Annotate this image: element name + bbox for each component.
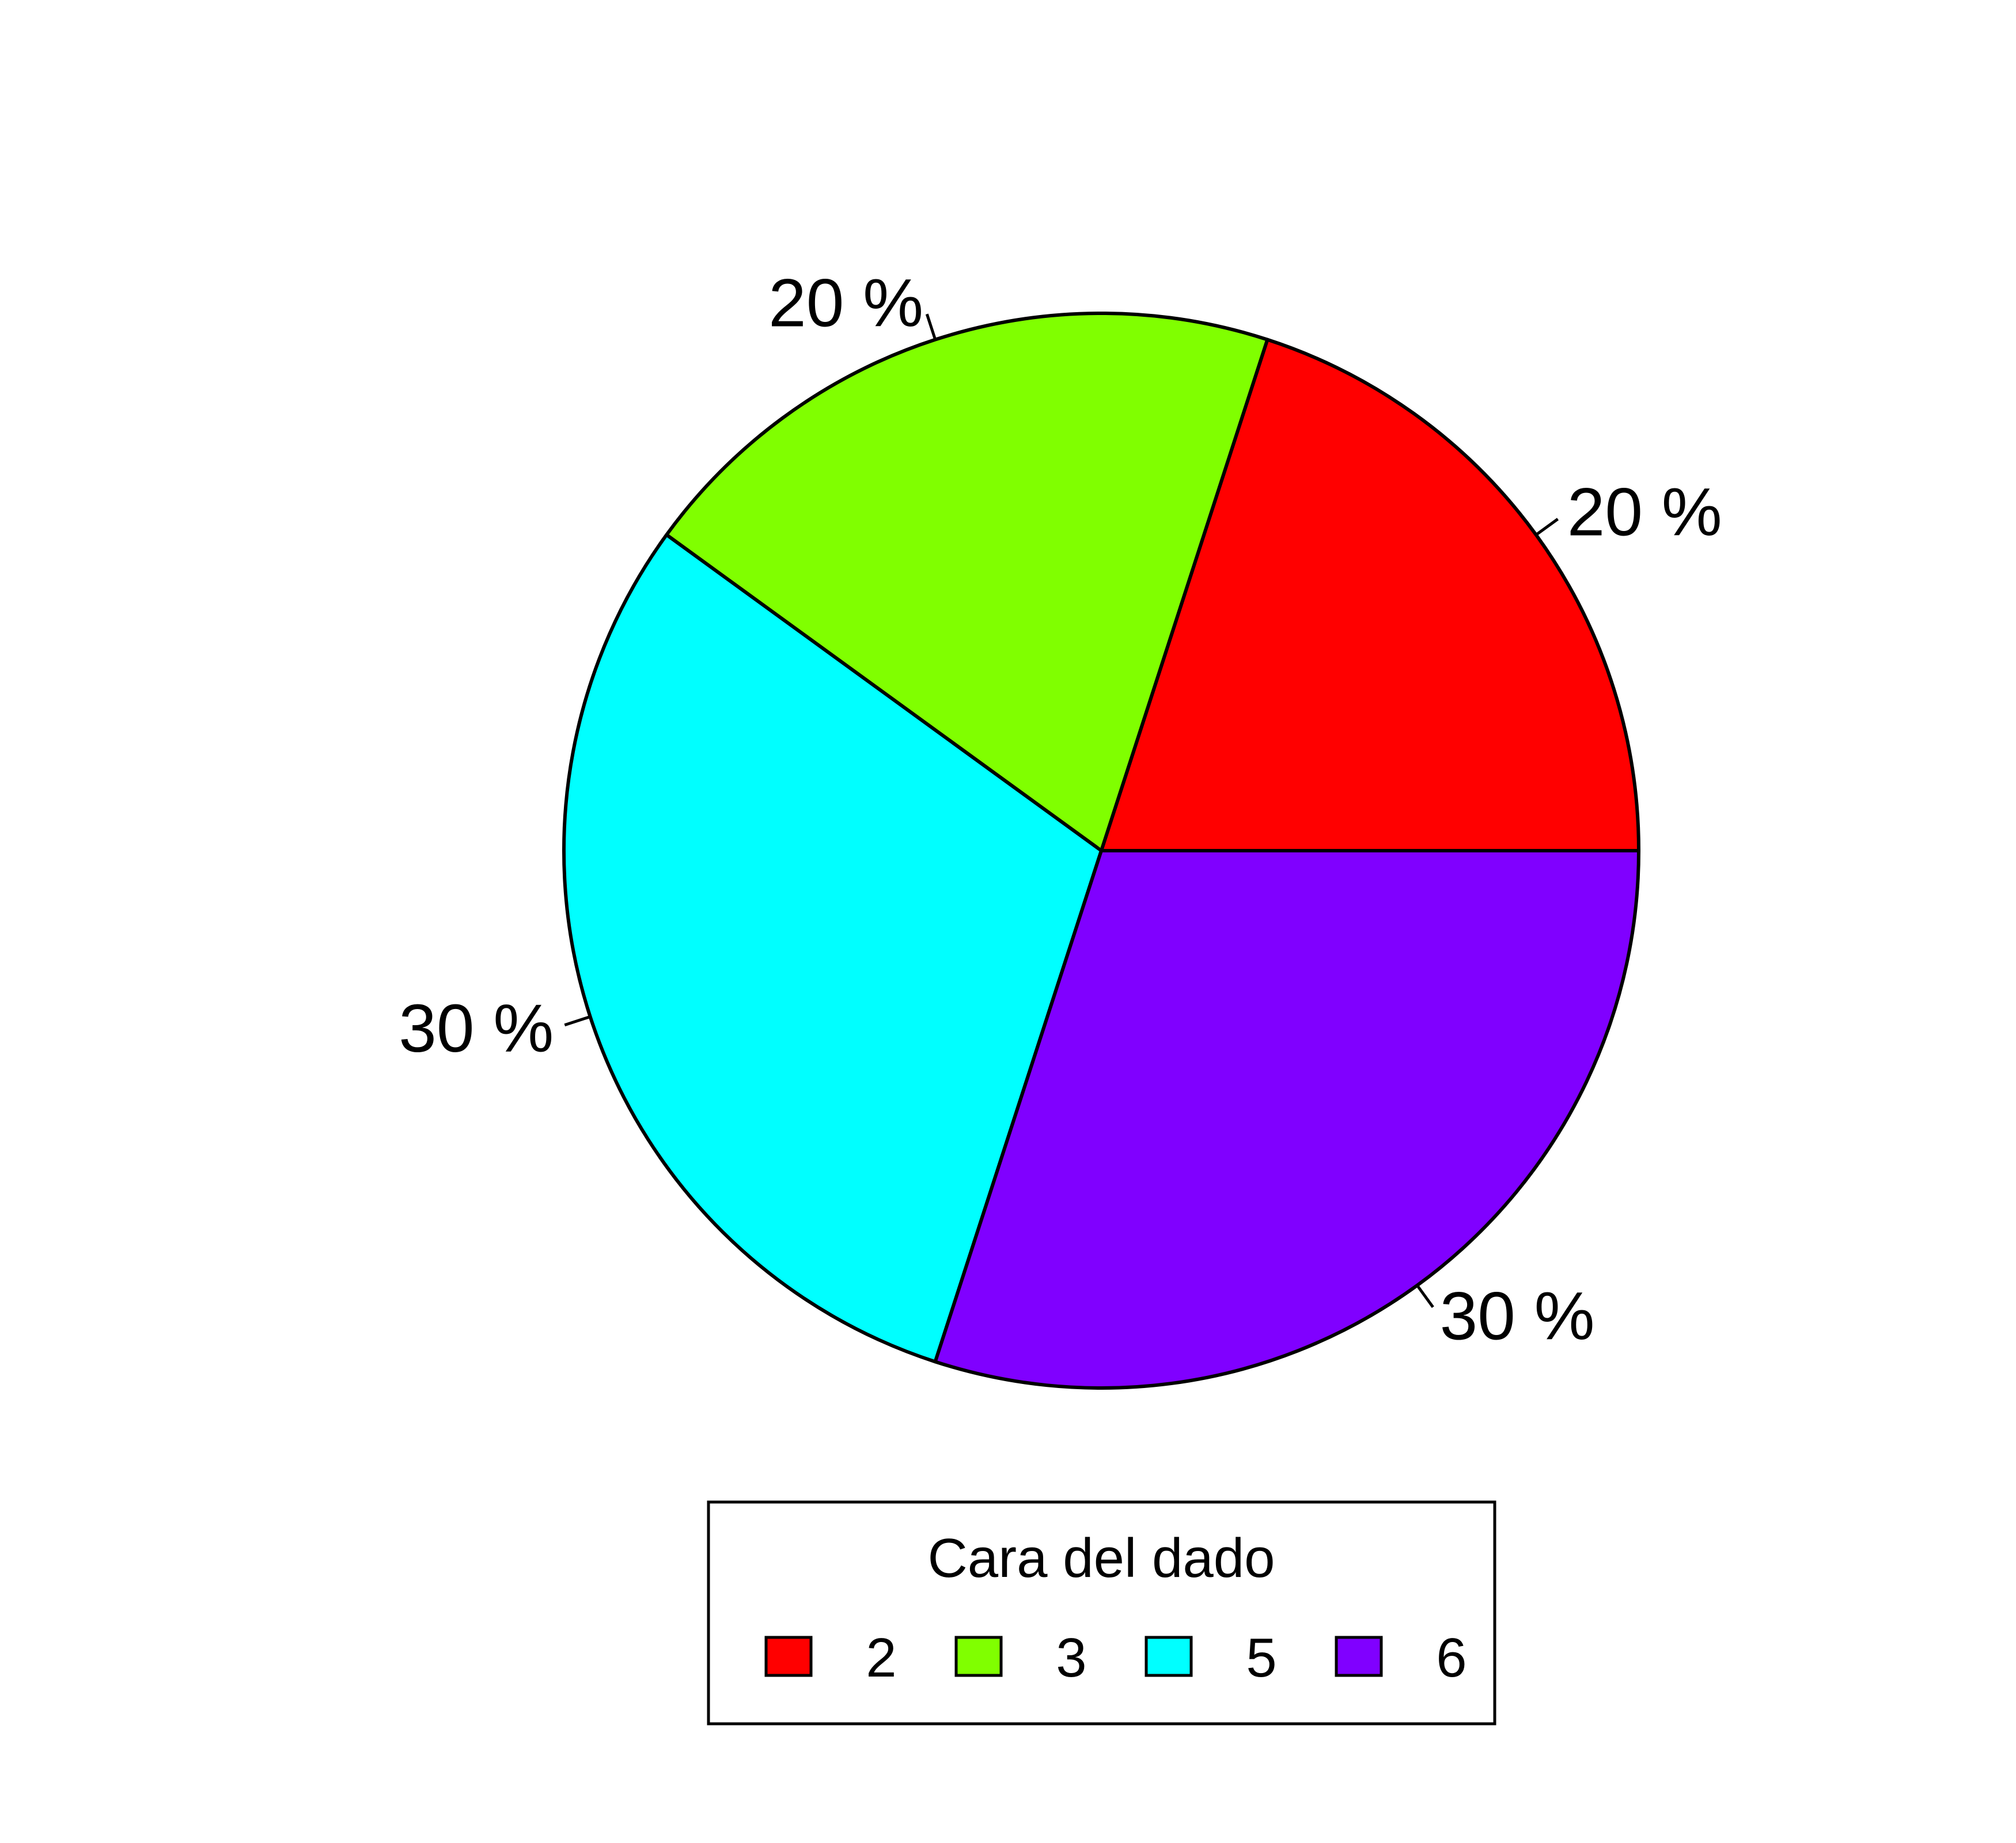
legend-swatch-3 — [954, 1636, 1003, 1677]
legend-label-2: 2 — [866, 1627, 896, 1689]
legend-swatch-5 — [1145, 1636, 1193, 1677]
percent-label-2: 20 % — [1567, 474, 1722, 550]
legend-title: Cara del dado — [927, 1527, 1275, 1589]
percent-label-3: 20 % — [768, 265, 923, 341]
pie-slice-3 — [665, 312, 1270, 852]
legend: Cara del dado 2 3 5 6 — [707, 1500, 1496, 1726]
legend-label-5: 5 — [1246, 1627, 1276, 1689]
percent-label-5: 30 % — [399, 991, 554, 1067]
legend-label-3: 3 — [1056, 1627, 1086, 1689]
percent-label-6: 30 % — [1440, 1279, 1595, 1355]
label-tick-5 — [564, 1015, 591, 1027]
legend-box — [707, 1500, 1496, 1726]
label-ticks — [564, 313, 1559, 1309]
legend-label-6: 6 — [1436, 1627, 1466, 1689]
legend-swatch-6 — [1335, 1636, 1383, 1677]
pie-slices — [562, 312, 1640, 1390]
pie-slice-2 — [1100, 337, 1640, 852]
label-tick-6 — [1416, 1284, 1434, 1309]
legend-entries: 2 3 5 6 — [764, 1627, 1467, 1689]
percent-labels: 20 % 20 % 30 % 30 % — [399, 265, 1722, 1354]
label-tick-3 — [925, 313, 937, 340]
label-tick-2 — [1535, 518, 1559, 536]
legend-swatch-2 — [764, 1636, 813, 1677]
